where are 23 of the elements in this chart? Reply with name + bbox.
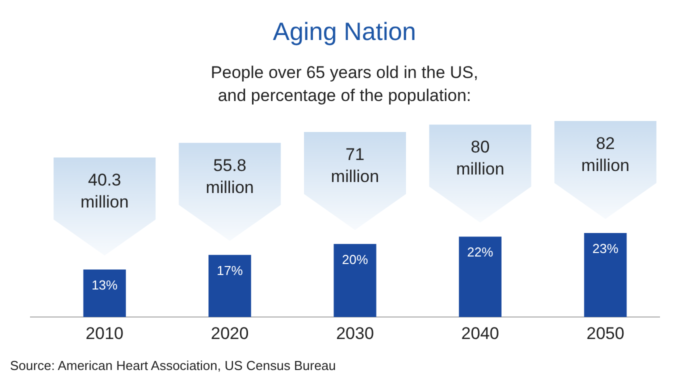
data-label: 17% (216, 262, 244, 278)
data-label: 23% (592, 241, 619, 256)
bar (208, 254, 252, 317)
x-tick-label: 2050 (586, 324, 624, 343)
data-label: 13% (92, 278, 118, 293)
x-tick-label: 2020 (210, 324, 249, 343)
text: 55.8 million (206, 156, 254, 197)
text: 40.3 million (80, 170, 129, 212)
chart-title: Aging Nation (272, 18, 416, 46)
x-tick-label: 2010 (86, 324, 124, 343)
text: 71 million (330, 144, 380, 186)
bar (334, 244, 376, 317)
x-tick-label: 2040 (461, 324, 500, 343)
data-label: 20% (342, 252, 368, 267)
text: 80 million (456, 138, 504, 179)
chart-subtitle: People over 65 years old in the US, and percentage of the population: (210, 63, 478, 105)
x-tick-label: 2030 (336, 324, 374, 343)
text: 82 million (581, 134, 630, 175)
data-label: 22% (467, 244, 494, 260)
bar (584, 233, 627, 317)
bar (458, 236, 502, 317)
source-note: Source: American Heart Association, US Census Bureau (10, 358, 336, 373)
bar (83, 270, 126, 317)
